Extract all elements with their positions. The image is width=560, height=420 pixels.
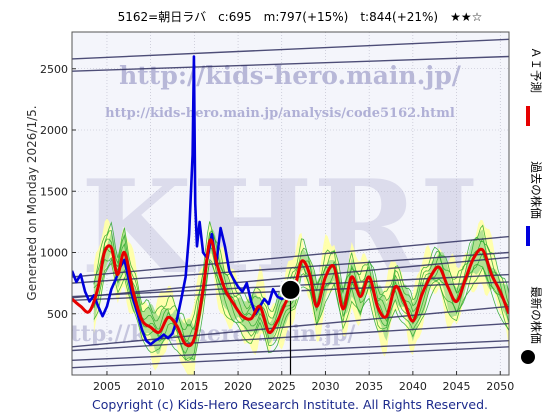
x-tick-label-9: 2050	[486, 380, 514, 393]
forecast-band-line-6	[93, 221, 509, 327]
x-tick-label-5: 2030	[311, 380, 339, 393]
x-tick-label-6: 2035	[355, 380, 383, 393]
y-tick-label-3: 2000	[40, 124, 68, 137]
series-past-price	[72, 55, 287, 346]
chart-title: 5162=朝日ラバ c:695 m:797(+15%) t:844(+21%) …	[118, 10, 483, 24]
x-tick-label-1: 2010	[137, 380, 165, 393]
watermark-url-analysis: http://kids-hero.main.jp/analysis/code51…	[105, 106, 455, 121]
y-tick-label-4: 2500	[40, 63, 68, 76]
copyright-footer: Copyright (c) Kids-Hero Research Institu…	[92, 397, 488, 412]
trend-lines	[72, 38, 509, 369]
x-tick-label-3: 2020	[224, 380, 252, 393]
series-ai-forecast	[72, 238, 509, 348]
y-tick-label-2: 1500	[40, 185, 68, 198]
x-tick-label-2: 2015	[180, 380, 208, 393]
latest-marker-group	[279, 278, 302, 375]
y-tick-label-0: 500	[47, 308, 68, 321]
x-tick-label-7: 2040	[399, 380, 427, 393]
trend-line-1	[72, 55, 509, 72]
x-tick-label-0: 2005	[93, 380, 121, 393]
trend-line-2	[72, 235, 509, 278]
trend-line-0	[72, 38, 509, 60]
latest-price-marker	[279, 278, 302, 301]
x-tick-label-8: 2045	[443, 380, 471, 393]
y-axis: 500 1000 1500 2000 2500	[40, 63, 76, 321]
plot-frame	[71, 31, 510, 376]
trend-line-3	[72, 251, 509, 284]
legend-label-1: 過去の株価	[529, 161, 543, 219]
series-group	[72, 55, 509, 348]
x-axis: 2005 2010 2015 2020 2025 2030 2035 2040 2045 2050	[93, 371, 514, 393]
y-tick-label-1: 1000	[40, 247, 68, 260]
legend-label-2: 最新の株価	[529, 286, 543, 344]
generated-date-label: Generated on Monday 2026/1/5.	[25, 105, 39, 300]
watermark-url-main: http://kids-hero.main.jp/	[119, 61, 462, 90]
legend-marker-2	[521, 350, 535, 364]
trend-line-4	[72, 256, 509, 299]
legend-label-0: ＡＩ予測	[529, 47, 543, 93]
forecast-band-line-5	[93, 230, 509, 331]
x-tick-label-4: 2025	[268, 380, 296, 393]
